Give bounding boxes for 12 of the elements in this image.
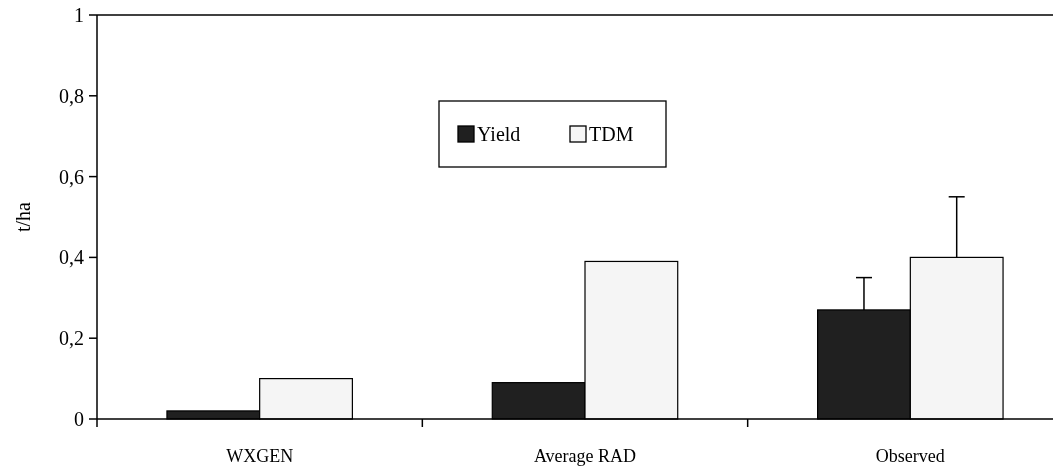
legend-label: Yield: [477, 123, 521, 145]
x-tick-label: Observed: [875, 446, 945, 466]
y-tick-label: 0: [74, 408, 84, 430]
x-tick-label: Average RAD: [533, 446, 637, 466]
legend-label: TDM: [589, 123, 634, 145]
y-tick-label: 0,4: [59, 246, 84, 269]
x-tick-label: WXGEN: [226, 446, 294, 466]
y-tick-label: 1: [74, 4, 84, 26]
y-tick-label: 0,2: [59, 327, 84, 350]
y-tick-label: 0,8: [59, 84, 84, 107]
y-tick-label: 0,6: [59, 165, 84, 188]
y-axis-title: t/ha: [12, 201, 34, 232]
